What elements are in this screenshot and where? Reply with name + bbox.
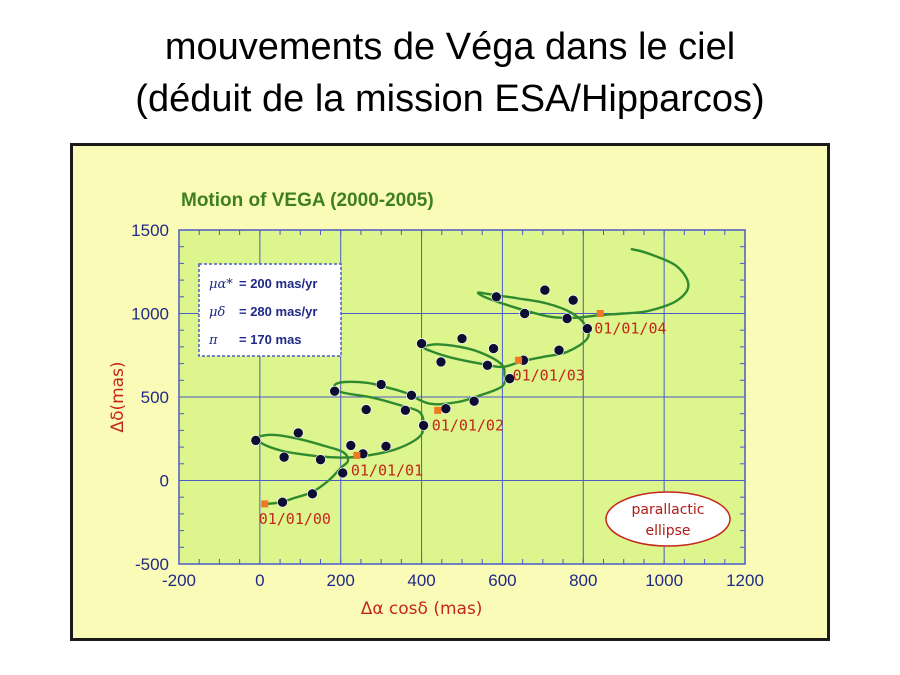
legend: μα* = 200 mas/yr μδ = 280 mas/yr π = 170… [198, 263, 342, 357]
observation-point [277, 496, 288, 508]
epoch-label: 01/01/00 [259, 510, 331, 528]
y-tick-label: -500 [135, 555, 169, 574]
legend-symbol-pm-dec: μδ [209, 305, 225, 320]
legend-text-parallax: = 170 mas [239, 332, 302, 347]
observation-point [337, 467, 349, 479]
observation-point [278, 451, 290, 463]
x-tick-label: 1200 [726, 571, 764, 590]
annotation-ellipse-shape [605, 491, 731, 547]
chart-title: Motion of VEGA (2000-2005) [181, 190, 434, 211]
observation-point [345, 440, 357, 451]
observation-point [250, 435, 262, 446]
chart-svg: -200 0 200 400 600 800 1000 1200 -500 0 500 1000 150… [108, 190, 764, 619]
observation-point [292, 427, 304, 439]
x-tick-label: -200 [162, 571, 196, 590]
observation-point [435, 356, 447, 368]
epoch-marker [596, 310, 604, 317]
observation-point [329, 385, 340, 397]
epoch-markers: 01/01/00 01/01/01 01/01/02 01/01/03 01/01/04 [259, 310, 667, 528]
observation-point [561, 313, 573, 324]
y-axis-label: Δδ(mas) [108, 361, 128, 432]
x-tick-label: 1000 [645, 571, 683, 590]
tick-labels: -200 0 200 400 600 800 1000 1200 -500 0 500 1000 150… [131, 221, 764, 590]
parallactic-ellipse-annotation: parallactic ellipse [605, 491, 731, 547]
observation-point [539, 284, 551, 296]
x-tick-label: 0 [255, 571, 264, 590]
x-tick-label: 600 [488, 571, 516, 590]
y-tick-label: 1500 [131, 221, 169, 240]
annotation-line-1: parallactic [632, 502, 705, 518]
slide-title-line-1: mouvements de Véga dans le ciel [164, 26, 736, 68]
legend-text-pm-ra: = 200 mas/yr [239, 276, 317, 291]
observation-point [553, 344, 565, 356]
observation-point [519, 308, 530, 319]
observation-point [482, 359, 493, 371]
epoch-label: 01/01/04 [594, 320, 666, 338]
observation-point [468, 395, 480, 407]
x-tick-label: 800 [569, 571, 597, 590]
observation-point [400, 405, 411, 416]
observation-point [307, 488, 318, 500]
observation-point [360, 404, 372, 415]
observation-point [406, 390, 417, 401]
chart-figure: -200 0 200 400 600 800 1000 1200 -500 0 500 1000 150… [70, 143, 830, 641]
y-tick-label: 1000 [131, 305, 169, 324]
x-axis-label: Δα cosδ (mas) [361, 599, 483, 619]
observation-points [250, 284, 593, 508]
observation-point [488, 343, 499, 354]
x-tick-label: 400 [407, 571, 435, 590]
epoch-marker [434, 406, 442, 414]
observation-point [375, 379, 387, 390]
epoch-marker [261, 500, 269, 508]
legend-symbol-parallax: π [208, 333, 218, 348]
slide-title-line-2: (déduit de la mission ESA/Hipparcos) [135, 78, 765, 120]
legend-text-pm-dec: = 280 mas/yr [239, 304, 317, 319]
observation-point [315, 454, 326, 465]
observation-point [504, 373, 516, 384]
epoch-marker [515, 356, 523, 364]
observation-point [440, 403, 452, 414]
epoch-label: 01/01/01 [351, 461, 423, 479]
y-tick-label: 500 [141, 388, 169, 407]
observation-point [418, 420, 429, 431]
observation-point [567, 294, 579, 306]
observation-point [491, 291, 502, 303]
observation-point [416, 338, 427, 349]
annotation-line-2: ellipse [645, 523, 690, 539]
observation-point [380, 440, 392, 452]
plot-frame [178, 229, 746, 565]
observation-point [582, 323, 593, 334]
epoch-marker [353, 451, 361, 459]
epoch-label: 01/01/03 [513, 366, 585, 384]
legend-box [198, 263, 342, 357]
x-tick-label: 200 [327, 571, 355, 590]
legend-symbol-pm-ra: μα* [209, 277, 233, 292]
y-tick-label: 0 [160, 472, 169, 491]
epoch-label: 01/01/02 [432, 416, 504, 434]
observation-point [456, 333, 468, 344]
